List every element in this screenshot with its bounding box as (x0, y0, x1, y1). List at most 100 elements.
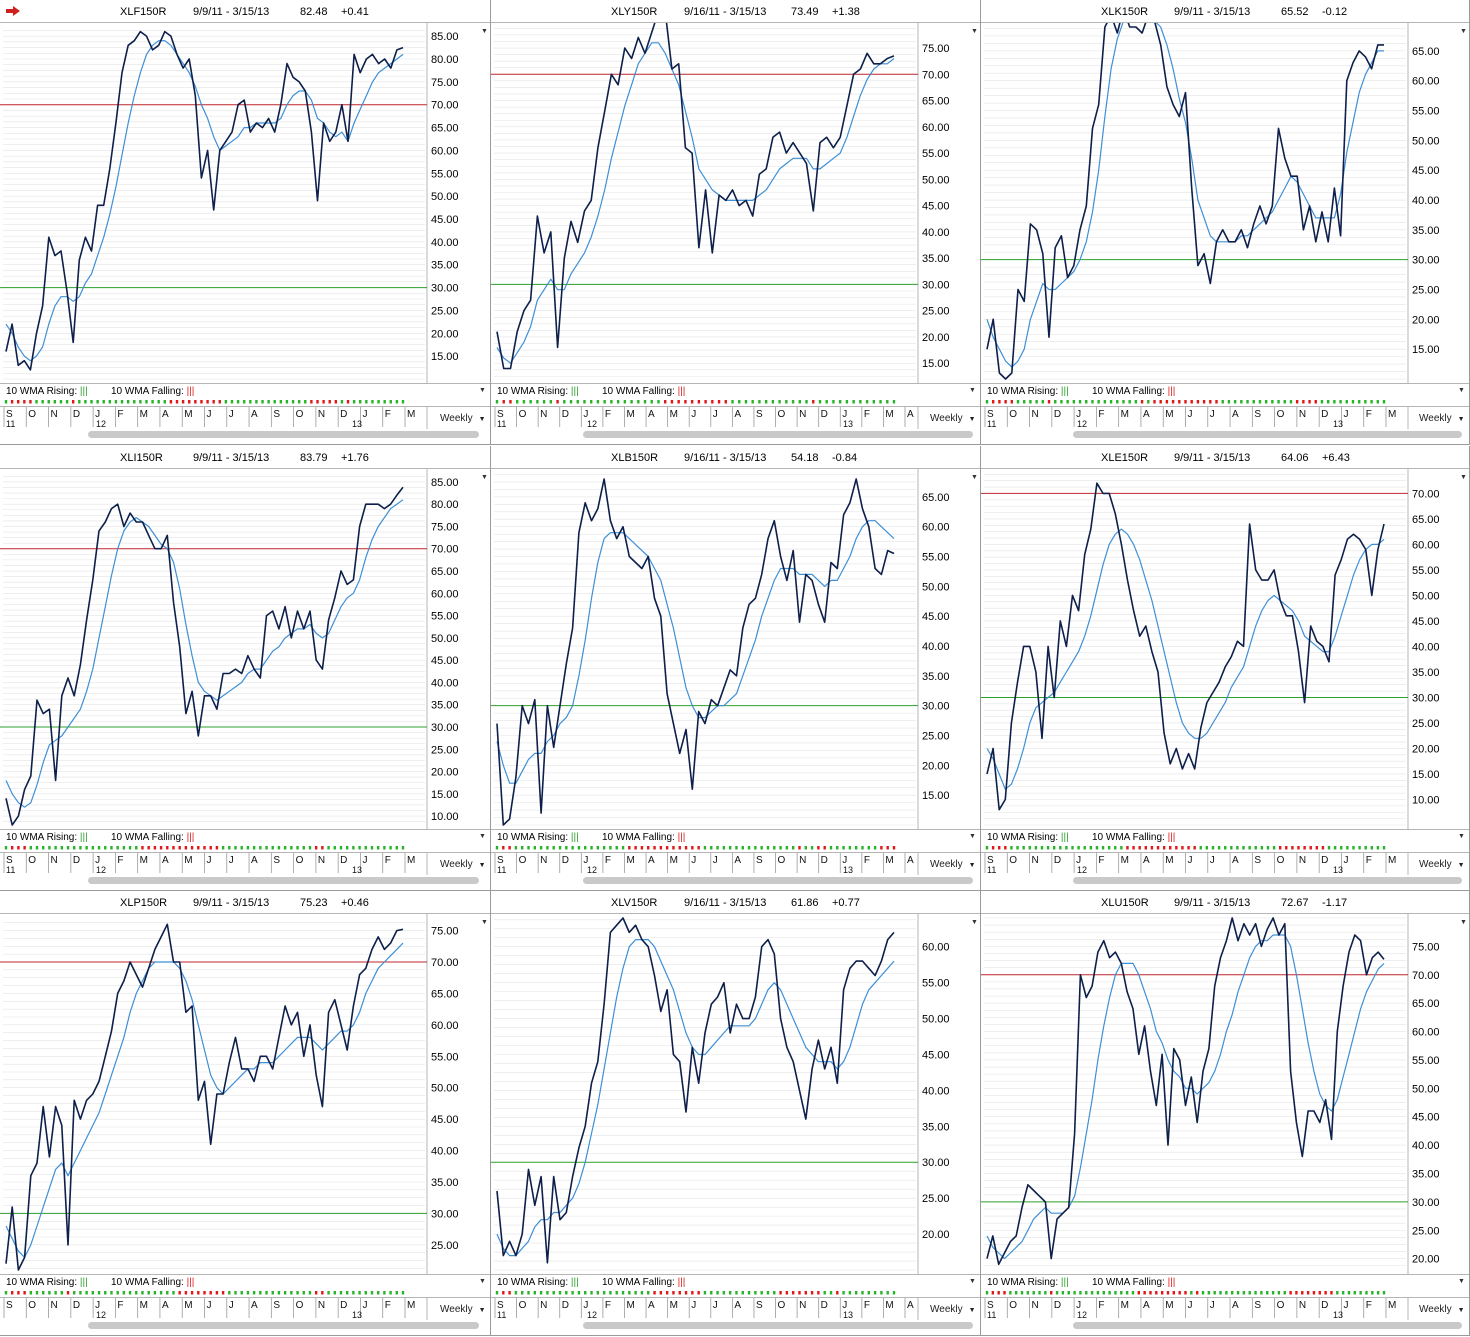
rising-dot (1016, 400, 1020, 404)
falling-dot (1140, 400, 1144, 404)
month-label: A (251, 855, 258, 866)
rising-dot (104, 1291, 107, 1295)
rising-dot (265, 1291, 268, 1295)
period-selector[interactable]: Weekly ▼ (1419, 413, 1465, 424)
horizontal-scrollbar[interactable] (1073, 431, 1462, 438)
falling-dot (659, 1291, 663, 1295)
rising-dot (892, 400, 896, 404)
rising-dot (1071, 846, 1074, 850)
falling-dot (190, 846, 194, 850)
indicator-menu-arrow-icon[interactable]: ▼ (1458, 833, 1465, 840)
horizontal-scrollbar[interactable] (583, 877, 973, 884)
wma-falling-label: 10 WMA Falling: ||| (111, 386, 194, 397)
horizontal-scrollbar[interactable] (583, 1322, 973, 1329)
indicator-menu-arrow-icon[interactable]: ▼ (479, 833, 486, 840)
y-tick-label: 35.00 (431, 1177, 459, 1189)
period-dropdown-icon[interactable]: ▼ (478, 862, 486, 869)
axis-menu-arrow-icon[interactable]: ▼ (971, 919, 978, 926)
period-selector[interactable]: Weekly ▼ (930, 1304, 976, 1315)
rising-dot (838, 400, 842, 404)
rising-dot (565, 1291, 568, 1295)
rising-dot (1020, 1291, 1024, 1295)
rising-dot (54, 846, 57, 850)
horizontal-scrollbar[interactable] (88, 877, 479, 884)
rising-dot (1382, 846, 1386, 850)
period-dropdown-icon[interactable]: ▼ (1457, 862, 1465, 869)
axis-menu-arrow-icon[interactable]: ▼ (1460, 28, 1467, 35)
y-tick-label: 65.00 (431, 566, 459, 578)
horizontal-scrollbar[interactable] (88, 431, 479, 438)
y-tick-label: 60.00 (1412, 1027, 1440, 1039)
axis-menu-arrow-icon[interactable]: ▼ (971, 28, 978, 35)
month-label: M (184, 1300, 192, 1311)
axis-menu-arrow-icon[interactable]: ▼ (481, 919, 488, 926)
period-selector[interactable]: Weekly ▼ (440, 1304, 486, 1315)
falling-dot (1143, 1291, 1146, 1295)
month-label: A (162, 855, 169, 866)
period-dropdown-icon[interactable]: ▼ (478, 1307, 486, 1314)
rising-dot (1014, 1291, 1018, 1295)
chart-panel-xlf150r: XLF150R 9/9/11 - 3/15/13 82.48 +0.41 15.00 20… (0, 0, 491, 445)
y-tick-label: 30.00 (431, 283, 459, 295)
period-selector[interactable]: Weekly ▼ (930, 859, 976, 870)
rising-dot (1205, 846, 1209, 850)
price-plot-svg: 10.00 15.00 20.00 25.00 30.00 35.00 40.00 45.00… (0, 469, 488, 829)
month-label: N (1032, 1300, 1039, 1311)
period-selector[interactable]: Weekly ▼ (930, 413, 976, 424)
y-tick-label: 20.00 (922, 332, 950, 344)
period-dropdown-icon[interactable]: ▼ (968, 1307, 976, 1314)
indicator-menu-arrow-icon[interactable]: ▼ (479, 387, 486, 394)
horizontal-scrollbar[interactable] (1073, 1322, 1462, 1329)
month-label: J (583, 855, 588, 866)
period-selector[interactable]: Weekly ▼ (440, 413, 486, 424)
period-dropdown-icon[interactable]: ▼ (1457, 1307, 1465, 1314)
y-tick-label: 60.00 (1412, 76, 1440, 88)
rising-dot (283, 846, 287, 850)
indicator-menu-arrow-icon[interactable]: ▼ (479, 1278, 486, 1285)
indicator-menu-arrow-icon[interactable]: ▼ (969, 1278, 976, 1285)
rising-dot (1125, 1291, 1129, 1295)
y-tick-label: 40.00 (431, 1146, 459, 1158)
rising-dot (609, 1291, 612, 1295)
chart-panel-xlv150r: XLV150R 9/16/11 - 3/15/13 61.86 +0.77 20.00 2… (491, 891, 981, 1336)
period-dropdown-icon[interactable]: ▼ (478, 416, 486, 423)
rising-dot (383, 846, 386, 850)
y-tick-label: 55.00 (922, 978, 950, 990)
month-label: J (1343, 409, 1348, 420)
rising-dot (1352, 846, 1355, 850)
horizontal-scrollbar[interactable] (88, 1322, 479, 1329)
axis-menu-arrow-icon[interactable]: ▼ (971, 474, 978, 481)
rising-dot (1345, 400, 1348, 404)
alert-arrow-icon[interactable] (6, 6, 20, 19)
rising-dot (571, 1291, 574, 1295)
chart-title-bar: XLU150R 9/9/11 - 3/15/13 72.67 -1.17 (981, 891, 1469, 914)
horizontal-scrollbar[interactable] (583, 431, 973, 438)
falling-dot (184, 1291, 188, 1295)
month-label: J (95, 409, 100, 420)
wma-series-line (496, 939, 895, 1257)
wma-falling-label: 10 WMA Falling: ||| (1092, 1277, 1175, 1288)
period-dropdown-icon[interactable]: ▼ (968, 862, 976, 869)
period-dropdown-icon[interactable]: ▼ (1457, 416, 1465, 423)
month-label: D (562, 855, 569, 866)
period-selector[interactable]: Weekly ▼ (1419, 859, 1465, 870)
chart-last-value: 61.86 (791, 897, 819, 909)
indicator-menu-arrow-icon[interactable]: ▼ (1458, 1278, 1465, 1285)
period-dropdown-icon[interactable]: ▼ (968, 416, 976, 423)
axis-menu-arrow-icon[interactable]: ▼ (481, 28, 488, 35)
indicator-menu-arrow-icon[interactable]: ▼ (969, 387, 976, 394)
horizontal-scrollbar[interactable] (1073, 877, 1462, 884)
price-plot-svg: 20.00 25.00 30.00 35.00 40.00 45.00 50.00 55.00… (491, 914, 978, 1274)
rising-dot (333, 1291, 336, 1295)
axis-menu-arrow-icon[interactable]: ▼ (481, 474, 488, 481)
axis-menu-arrow-icon[interactable]: ▼ (1460, 474, 1467, 481)
falling-dot (779, 1291, 782, 1295)
rising-dot (1277, 400, 1280, 404)
month-label: O (778, 1300, 786, 1311)
axis-menu-arrow-icon[interactable]: ▼ (1460, 919, 1467, 926)
y-tick-label: 30.00 (431, 722, 459, 734)
indicator-menu-arrow-icon[interactable]: ▼ (969, 833, 976, 840)
period-selector[interactable]: Weekly ▼ (440, 859, 486, 870)
period-selector[interactable]: Weekly ▼ (1419, 1304, 1465, 1315)
indicator-menu-arrow-icon[interactable]: ▼ (1458, 387, 1465, 394)
